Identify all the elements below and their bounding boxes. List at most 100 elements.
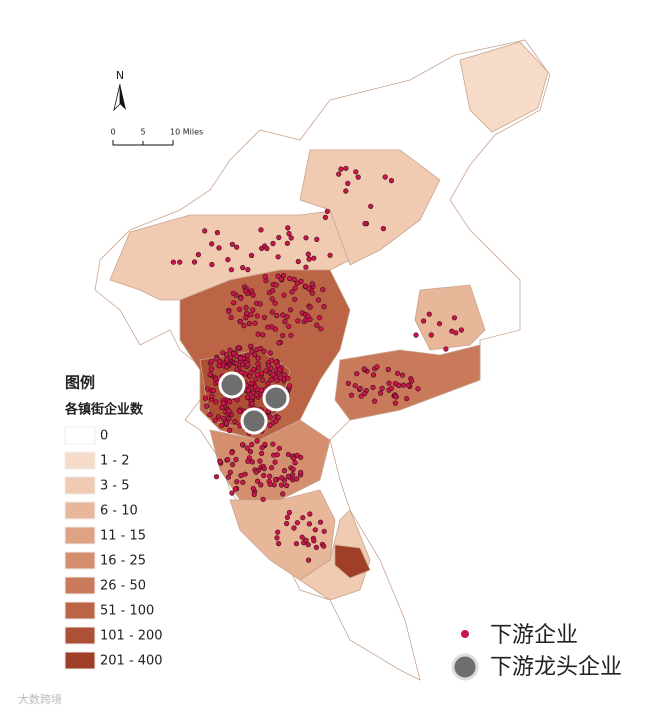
enterprise-dot xyxy=(291,455,297,461)
enterprise-dot xyxy=(336,171,342,177)
enterprise-dot xyxy=(287,275,293,282)
enterprise-dot xyxy=(255,331,261,337)
region xyxy=(334,344,481,421)
enterprise-dot xyxy=(318,326,324,332)
enterprise-dot xyxy=(209,393,215,399)
enterprise-dot xyxy=(317,315,323,321)
enterprise-dot xyxy=(242,471,248,477)
point-legend-symbol xyxy=(451,653,479,681)
enterprise-dot xyxy=(267,414,274,420)
enterprise-dot xyxy=(281,468,288,474)
enterprise-dot xyxy=(204,403,210,409)
leader-enterprises xyxy=(218,371,290,435)
enterprise-dot xyxy=(260,332,266,338)
enterprise-dot xyxy=(392,400,399,406)
enterprise-dot xyxy=(224,356,230,362)
legend-label: 101 - 200 xyxy=(100,629,163,644)
enterprise-dot xyxy=(248,369,254,376)
enterprise-dot xyxy=(259,445,265,451)
enterprise-dot xyxy=(220,400,226,406)
enterprise-dot xyxy=(239,370,245,376)
enterprise-dot xyxy=(321,528,327,534)
enterprise-dot xyxy=(286,323,292,329)
enterprise-dot xyxy=(413,332,419,338)
legend-title: 图例 xyxy=(65,374,95,392)
enterprise-dot xyxy=(284,520,290,527)
enterprise-dot xyxy=(242,288,249,294)
enterprise-dot xyxy=(362,221,368,227)
enterprise-dot xyxy=(392,381,399,387)
enterprise-dot xyxy=(305,313,311,319)
enterprise-dot xyxy=(254,313,260,319)
enterprise-dot xyxy=(273,282,279,288)
enterprise-dot xyxy=(224,364,230,370)
enterprise-dot xyxy=(251,352,258,358)
enterprise-dot xyxy=(258,227,264,233)
enterprise-dot xyxy=(210,388,216,394)
enterprise-dot xyxy=(262,441,268,447)
enterprise-dot xyxy=(290,472,296,478)
enterprise-dot xyxy=(393,394,399,400)
enterprise-dot xyxy=(265,381,271,387)
enterprise-dot xyxy=(295,258,301,265)
enterprise-dot xyxy=(276,234,282,241)
legend-swatch xyxy=(64,476,96,495)
enterprise-dot xyxy=(276,445,283,451)
enterprise-dot xyxy=(265,324,271,330)
enterprise-dot xyxy=(314,236,320,242)
enterprise-dot xyxy=(249,394,255,400)
enterprise-dot xyxy=(370,372,377,378)
enterprise-dot xyxy=(270,240,276,247)
enterprise-dot xyxy=(380,226,387,232)
enterprise-dot xyxy=(227,399,233,405)
scale-label: 10 Miles xyxy=(170,128,203,137)
scale-bar: 0 5 10 Miles xyxy=(110,128,203,146)
enterprise-dot xyxy=(285,473,291,480)
enterprise-dot xyxy=(247,449,253,455)
legend-swatch xyxy=(64,426,96,445)
enterprise-dot xyxy=(292,285,298,291)
enterprise-dot xyxy=(278,375,284,381)
enterprise-dot xyxy=(272,459,278,465)
enterprise-dot xyxy=(358,393,364,399)
enterprise-dot xyxy=(282,319,288,325)
enterprise-dot xyxy=(229,241,235,247)
enterprise-dot xyxy=(236,306,243,312)
enterprise-dot xyxy=(249,401,255,407)
enterprise-dot xyxy=(298,469,304,476)
enterprise-dot xyxy=(343,188,349,194)
enterprise-dot xyxy=(259,450,265,457)
legend-swatch xyxy=(64,576,96,595)
enterprise-dot xyxy=(252,320,258,326)
enterprise-dot xyxy=(300,515,306,521)
enterprise-dot xyxy=(415,386,421,392)
enterprise-dot xyxy=(305,251,311,257)
enterprise-dot xyxy=(269,309,275,315)
enterprise-dot xyxy=(250,292,256,298)
enterprise-dot xyxy=(293,541,300,547)
enterprise-dot xyxy=(244,394,251,401)
enterprise-dot xyxy=(253,376,259,382)
enterprise-dot xyxy=(213,399,219,405)
enterprise-dot xyxy=(261,314,268,321)
enterprise-dot xyxy=(303,235,309,241)
enterprise-dot xyxy=(284,514,291,521)
legend: 图例 各镇街企业数 0 1 - 2 3 - 5 6 - 10 11 - 15 16 - 2… xyxy=(64,374,163,670)
enterprise-dot xyxy=(276,340,282,346)
enterprise-dot xyxy=(264,245,270,252)
legend-label: 11 - 15 xyxy=(100,529,146,544)
enterprise-dot xyxy=(274,378,280,384)
enterprise-dot xyxy=(267,422,273,429)
enterprise-dot xyxy=(233,360,239,366)
leader-enterprise xyxy=(218,371,246,399)
enterprise-dot xyxy=(274,535,280,541)
enterprise-dot xyxy=(207,412,213,418)
legend-label: 26 - 50 xyxy=(100,579,146,594)
enterprise-dot xyxy=(388,385,394,392)
point-legend-label: 下游企业 xyxy=(490,623,578,648)
enterprise-dot xyxy=(253,469,259,475)
enterprise-dot xyxy=(279,475,285,481)
enterprise-dot xyxy=(343,165,349,171)
enterprise-dot xyxy=(258,345,264,352)
